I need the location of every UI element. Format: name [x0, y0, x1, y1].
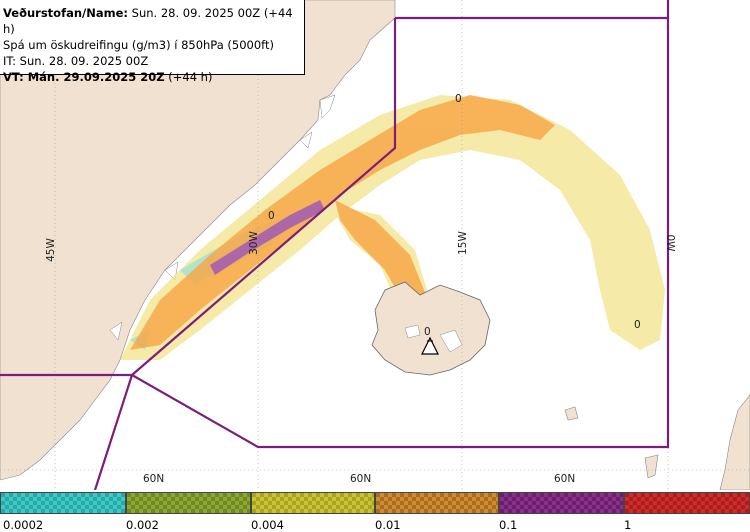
legend-swatch — [624, 492, 750, 514]
valid-time: VT: Mán. 29.09.2025 20Z — [3, 70, 165, 84]
lon-label-15w: 15W — [457, 231, 469, 255]
legend-tick: 0.1 — [499, 518, 518, 532]
lon-label-0w: 0W — [664, 234, 676, 252]
ash-plume-high — [210, 200, 325, 275]
contour-label: 0 — [268, 210, 275, 222]
lon-label-45w: 45W — [45, 238, 57, 262]
legend-swatch — [126, 492, 251, 514]
greenland-fjords — [109, 94, 336, 341]
forecast-info-box: Veðurstofan/Name: Sun. 28. 09. 2025 00Z … — [0, 0, 305, 84]
concentration-legend: 0.0002 0.002 0.004 0.01 0.1 1 — [0, 490, 750, 532]
airspace-boundary — [0, 0, 670, 491]
shetland-islands — [644, 454, 659, 479]
contour-label: 0 — [424, 326, 431, 338]
product-title: Spá um öskudreifingu (g/m3) í 850hPa (50… — [3, 38, 275, 52]
greenland-land — [0, 0, 396, 481]
valid-time-line: VT: Mán. 29.09.2025 20Z (+44 h) — [3, 69, 304, 85]
lat-label-2: 60N — [350, 473, 371, 485]
faroe-islands — [564, 406, 579, 421]
legend-swatch — [0, 492, 126, 514]
legend-tick: 0.004 — [251, 518, 284, 532]
issuer-time: Sun. 28. 09. 2025 00Z (+44 h) — [3, 6, 293, 36]
norway-coast — [719, 394, 750, 491]
legend-tick: 1 — [624, 518, 632, 532]
legend-swatch — [251, 492, 375, 514]
legend-swatch — [375, 492, 499, 514]
issuer-line: Veðurstofan/Name: Sun. 28. 09. 2025 00Z … — [3, 5, 304, 37]
issuer-label: Veðurstofan/Name: — [3, 6, 128, 20]
legend-tick: 0.01 — [375, 518, 401, 532]
volcano-icon — [421, 336, 439, 355]
lon-label-30w: 30W — [248, 231, 260, 255]
iceland-land — [371, 281, 491, 376]
legend-tick: 0.002 — [126, 518, 159, 532]
valid-lead: (+44 h) — [164, 70, 213, 84]
iceland-glacier — [404, 324, 463, 353]
issue-time: IT: Sun. 28. 09. 2025 00Z — [3, 54, 149, 68]
legend-swatch — [499, 492, 624, 514]
legend-tick: 0.0002 — [3, 518, 44, 532]
lat-label-3: 60N — [554, 473, 575, 485]
lat-label-1: 60N — [143, 473, 164, 485]
contour-label: 0 — [455, 93, 462, 105]
contour-label: 0 — [634, 319, 641, 331]
